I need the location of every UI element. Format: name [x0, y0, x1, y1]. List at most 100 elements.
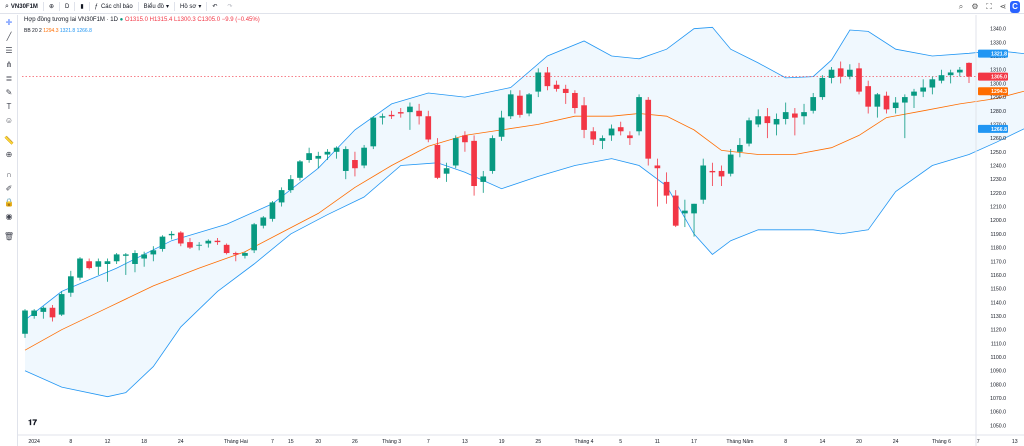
- redo-button[interactable]: ↷: [222, 0, 237, 14]
- candle-body: [737, 144, 743, 152]
- eye-icon[interactable]: ◉: [5, 211, 13, 221]
- candle-body: [627, 135, 633, 139]
- fullscreen-icon[interactable]: ⛶: [986, 1, 992, 11]
- text-icon[interactable]: T: [6, 101, 12, 111]
- candle-body: [452, 138, 459, 166]
- indicators-button[interactable]: ƒ Các chỉ báo: [90, 0, 138, 14]
- candle-body: [278, 190, 285, 203]
- share-icon[interactable]: ⋖: [999, 2, 1007, 11]
- candle-body: [874, 94, 881, 107]
- crosshair-icon[interactable]: ✛: [5, 17, 13, 27]
- top-toolbar: ⌕ VN30F1M ⊕ D ▮ ƒ Các chỉ báo Biểu đồ ▾ …: [0, 0, 1024, 14]
- candle-body: [113, 254, 120, 262]
- plus-circle-icon: ⊕: [48, 4, 54, 10]
- candle-body: [902, 97, 908, 103]
- candle-body: [471, 140, 477, 187]
- candle-body: [361, 147, 367, 166]
- candle-body: [746, 120, 752, 144]
- candle-body: [287, 179, 294, 191]
- interval-button[interactable]: D: [60, 0, 74, 14]
- candle-body: [947, 72, 954, 76]
- profile-label: Hồ sơ: [180, 3, 197, 10]
- legend-change: −9.9 (−0.45%): [221, 17, 260, 23]
- candle-body: [480, 176, 487, 182]
- lock-icon[interactable]: 🔒: [4, 197, 14, 207]
- brand-button[interactable]: C: [1010, 0, 1024, 14]
- brand-logo-icon: C: [1010, 0, 1020, 13]
- candle-body: [645, 99, 652, 159]
- candle-body: [434, 144, 441, 178]
- time-tick-label: 8: [69, 439, 72, 445]
- price-tick-label: 1050.0: [990, 423, 1006, 429]
- candle-body: [810, 97, 817, 111]
- price-tag-label: 1321.8: [991, 52, 1007, 58]
- candle-body: [104, 261, 111, 264]
- profile-button[interactable]: Hồ sơ ▾: [175, 0, 206, 14]
- indicator-legend[interactable]: BB 20 2 1294.3 1321.8 1266.8: [24, 28, 92, 34]
- time-tick-label: 8: [784, 439, 787, 445]
- horizontal-lines-icon[interactable]: ☰: [5, 45, 13, 55]
- pitchfork-icon[interactable]: ⋔: [5, 59, 13, 69]
- pencil-lock-icon[interactable]: ✐: [5, 183, 13, 193]
- candle-body: [654, 165, 661, 169]
- indicators-label: Các chỉ báo: [100, 3, 133, 10]
- candle-body: [159, 236, 166, 249]
- legend-close: C1305.0: [197, 17, 221, 23]
- candle-body: [416, 110, 422, 117]
- candle-body: [333, 147, 340, 152]
- bollinger-lower-line: [24, 128, 1024, 398]
- candle-body: [22, 310, 28, 334]
- fib-icon[interactable]: ≣: [5, 73, 13, 83]
- bb-label: BB 20 2: [24, 28, 42, 34]
- legend-title[interactable]: Hợp đồng tương lai VN30F1M · 1D: [24, 17, 118, 23]
- chart-style-button[interactable]: ▮: [75, 0, 88, 14]
- drawing-toolbar: ✛ ╱ ☰ ⋔ ≣ ✎ T ☺ 📏 ⊕ ∩ ✐ 🔒 ◉ 🗑: [0, 15, 18, 446]
- price-tick-label: 1180.0: [991, 246, 1007, 252]
- symbol-search[interactable]: ⌕ VN30F1M: [0, 0, 43, 14]
- candle-body: [370, 117, 377, 147]
- price-tick-label: 1310.0: [990, 68, 1006, 74]
- price-tick-label: 1070.0: [990, 396, 1006, 402]
- price-tick-label: 1130.0: [991, 314, 1007, 320]
- candle-body: [407, 106, 413, 113]
- candle-body: [883, 95, 890, 110]
- candle-body: [599, 138, 606, 141]
- candle-body: [379, 116, 386, 118]
- candle-body: [232, 253, 239, 255]
- price-tag: [978, 124, 1008, 133]
- candle-body: [205, 240, 212, 244]
- ruler-icon[interactable]: 📏: [4, 135, 14, 145]
- candles-icon: ▮: [80, 4, 84, 10]
- candle-body: [242, 253, 248, 256]
- brush-icon[interactable]: ✎: [5, 87, 13, 97]
- trash-icon[interactable]: 🗑: [3, 231, 15, 241]
- bb-lower-value: 1266.8: [76, 28, 92, 34]
- time-tick-label: 7: [427, 439, 430, 445]
- price-chart[interactable]: 1340.01330.01320.01310.01300.01290.01280…: [18, 15, 1024, 446]
- candle-body: [498, 117, 505, 137]
- candle-body: [544, 72, 551, 87]
- gear-icon[interactable]: ⚙: [971, 2, 979, 11]
- candle-body: [828, 69, 835, 78]
- chart-type-button[interactable]: Biểu đồ ▾: [139, 0, 174, 14]
- divider: [137, 2, 139, 11]
- compare-button[interactable]: ⊕: [44, 0, 59, 14]
- candle-body: [929, 79, 936, 88]
- zoom-in-icon[interactable]: ⊕: [5, 149, 13, 159]
- candle-body: [95, 261, 102, 267]
- price-tick-label: 1120.0: [991, 328, 1007, 334]
- price-tick-label: 1330.0: [990, 40, 1006, 46]
- bb-upper-value: 1321.8: [59, 28, 76, 34]
- price-tick-label: 1220.0: [990, 191, 1006, 197]
- trend-line-icon[interactable]: ╱: [6, 31, 12, 41]
- magnifier-icon[interactable]: ⌕: [958, 1, 964, 11]
- time-tick-label: 20: [856, 439, 862, 445]
- time-tick-label: Tháng 6: [932, 439, 951, 445]
- undo-button[interactable]: ↶: [207, 0, 222, 14]
- magnet-icon[interactable]: ∩: [6, 169, 12, 179]
- candle-body: [67, 276, 74, 293]
- candle-body: [617, 127, 624, 132]
- emoji-icon[interactable]: ☺: [4, 115, 14, 125]
- candle-body: [709, 170, 716, 173]
- dot-icon: ●: [119, 17, 124, 23]
